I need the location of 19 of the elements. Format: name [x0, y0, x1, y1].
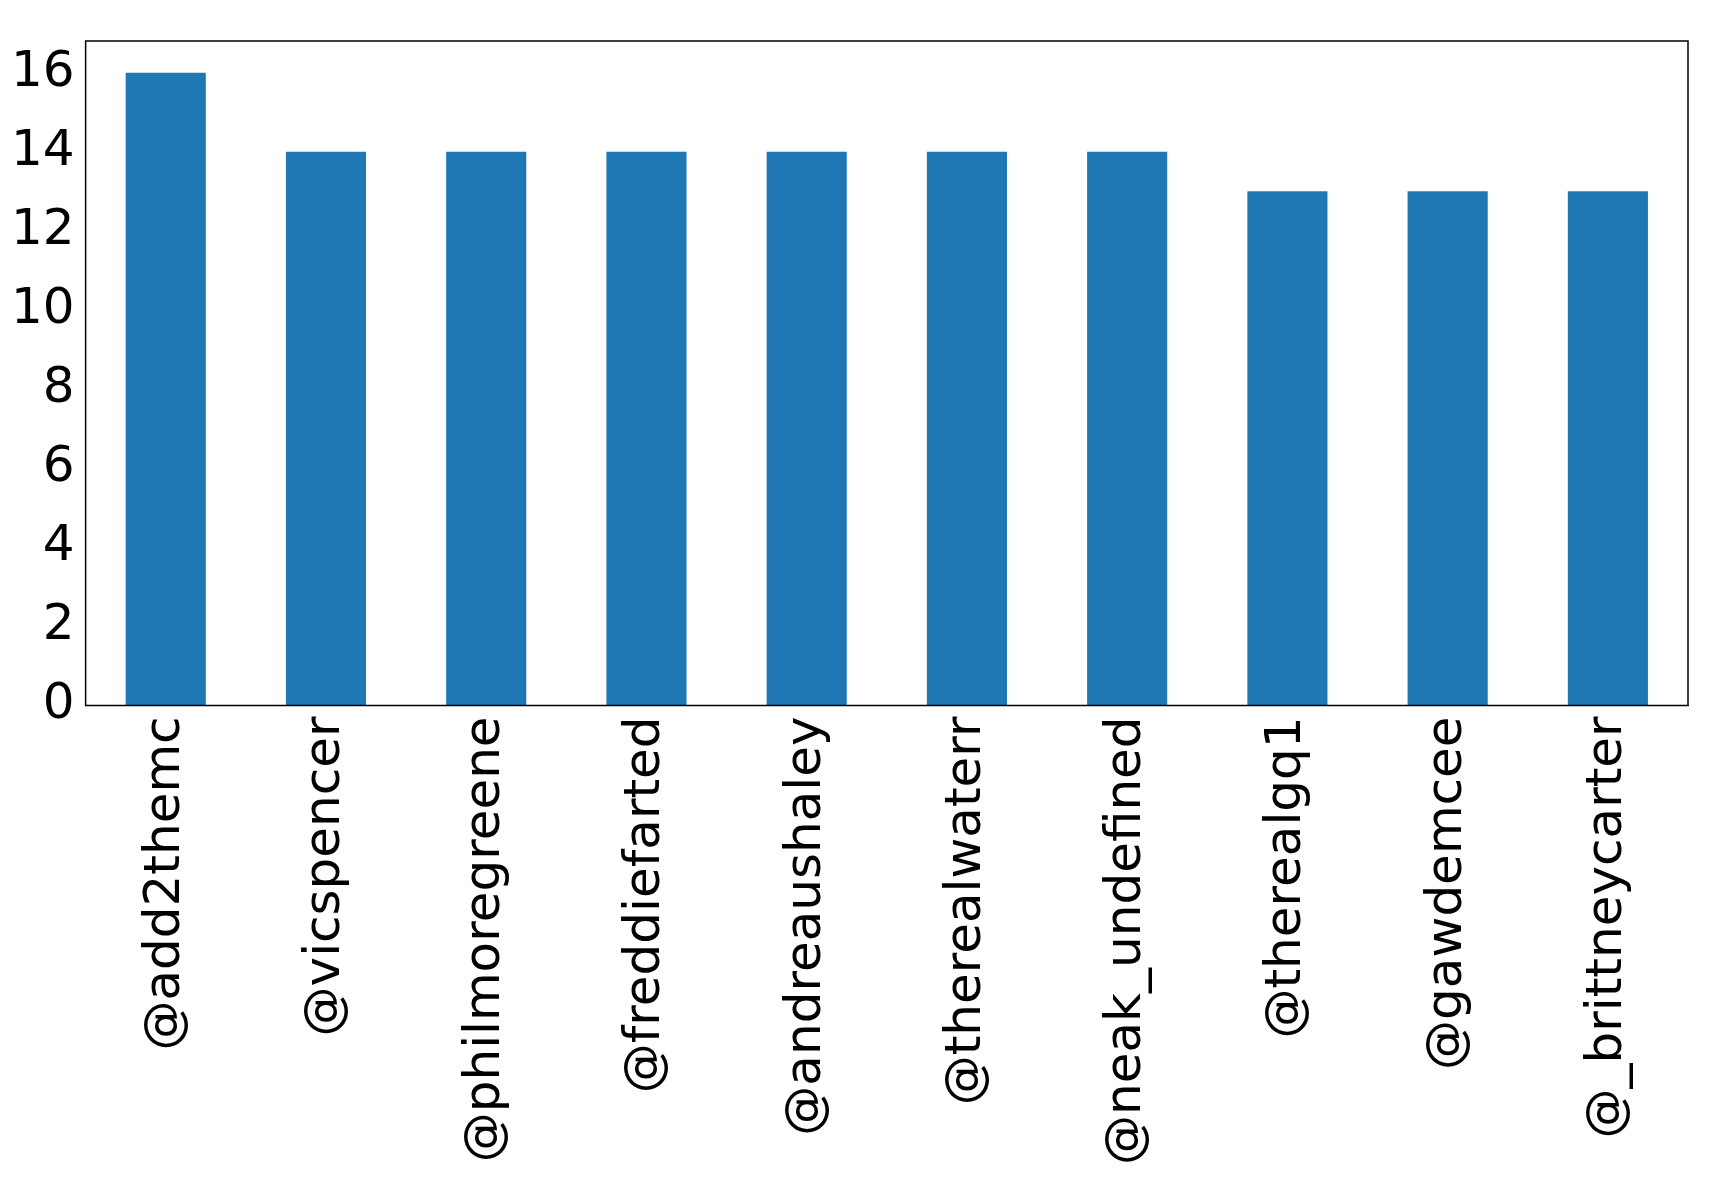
x-tick-label: @_brittneycarter — [1574, 715, 1633, 1139]
x-tick-label: @andreaushaley — [773, 716, 832, 1136]
y-tick-label: 10 — [11, 276, 75, 335]
x-tick-label: @philmoregreene — [453, 716, 512, 1163]
x-tick-label: @add2themc — [132, 716, 191, 1051]
y-tick-label: 0 — [42, 672, 75, 731]
y-tick-label: 4 — [42, 514, 75, 573]
y-tick-label: 16 — [11, 39, 75, 98]
x-tick-label: @therealwaterr — [933, 715, 992, 1106]
y-tick-label: 12 — [11, 197, 75, 256]
x-tick-label: @therealgq1 — [1254, 716, 1313, 1039]
x-tick-label: @neak_undefined — [1094, 716, 1153, 1165]
y-tick-label: 8 — [42, 356, 75, 414]
y-tick-label: 2 — [42, 593, 75, 652]
x-tick-label: @gawdemcee — [1414, 716, 1473, 1070]
y-tick-label: 14 — [11, 118, 75, 177]
y-tick-label: 6 — [42, 435, 75, 494]
x-tick-label: @freddiefarted — [613, 716, 672, 1094]
x-tick-label: @vicspencer — [292, 715, 351, 1037]
